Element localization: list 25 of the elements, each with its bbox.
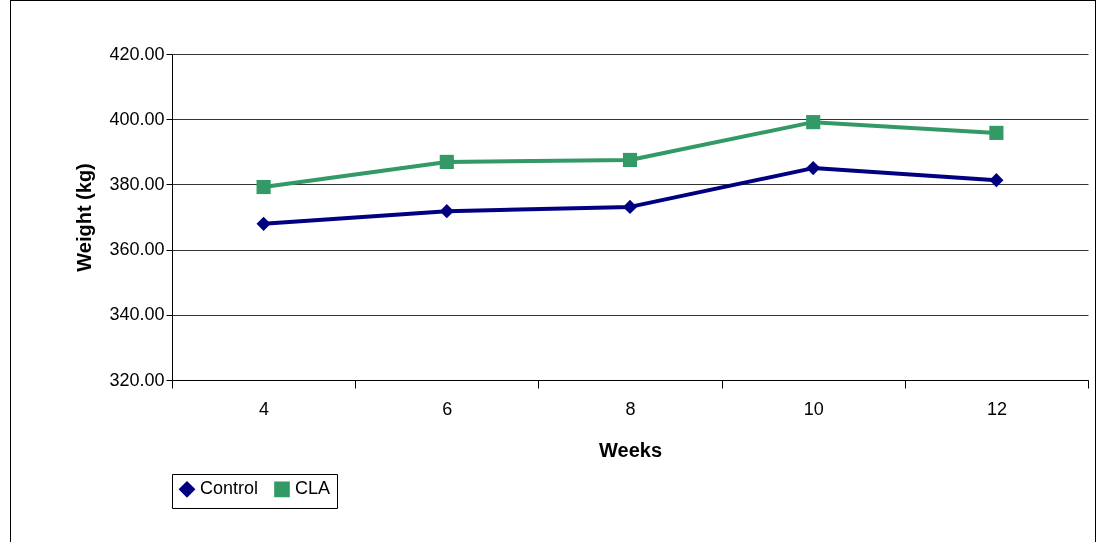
legend-label: Control (200, 478, 259, 499)
y-tick-label: 420.00 (109, 43, 165, 64)
point (439, 154, 454, 169)
y-tick-label: 380.00 (109, 173, 165, 194)
point (806, 115, 821, 130)
y-tick-label: 320.00 (109, 369, 165, 390)
point (622, 199, 638, 214)
point (256, 179, 271, 195)
point (622, 152, 638, 168)
point (989, 173, 1004, 188)
y-tick-label: 340.00 (109, 304, 165, 325)
x-tick-label: 12 (986, 398, 1007, 419)
x-tick-label: 10 (803, 398, 824, 419)
x-tick-label: 4 (259, 398, 270, 419)
x-tick-label: 8 (625, 398, 636, 419)
legend-label: CLA (295, 478, 331, 499)
y-tick-label: 360.00 (109, 239, 165, 260)
point (989, 125, 1004, 140)
x-axis-title: Weeks (598, 438, 663, 461)
y-tick-label: 400.00 (109, 108, 165, 129)
point (256, 216, 271, 231)
point (439, 204, 454, 219)
x-tick-label: 6 (442, 398, 453, 419)
point (806, 161, 821, 176)
y-axis-title: Weight (kg) (73, 163, 96, 272)
